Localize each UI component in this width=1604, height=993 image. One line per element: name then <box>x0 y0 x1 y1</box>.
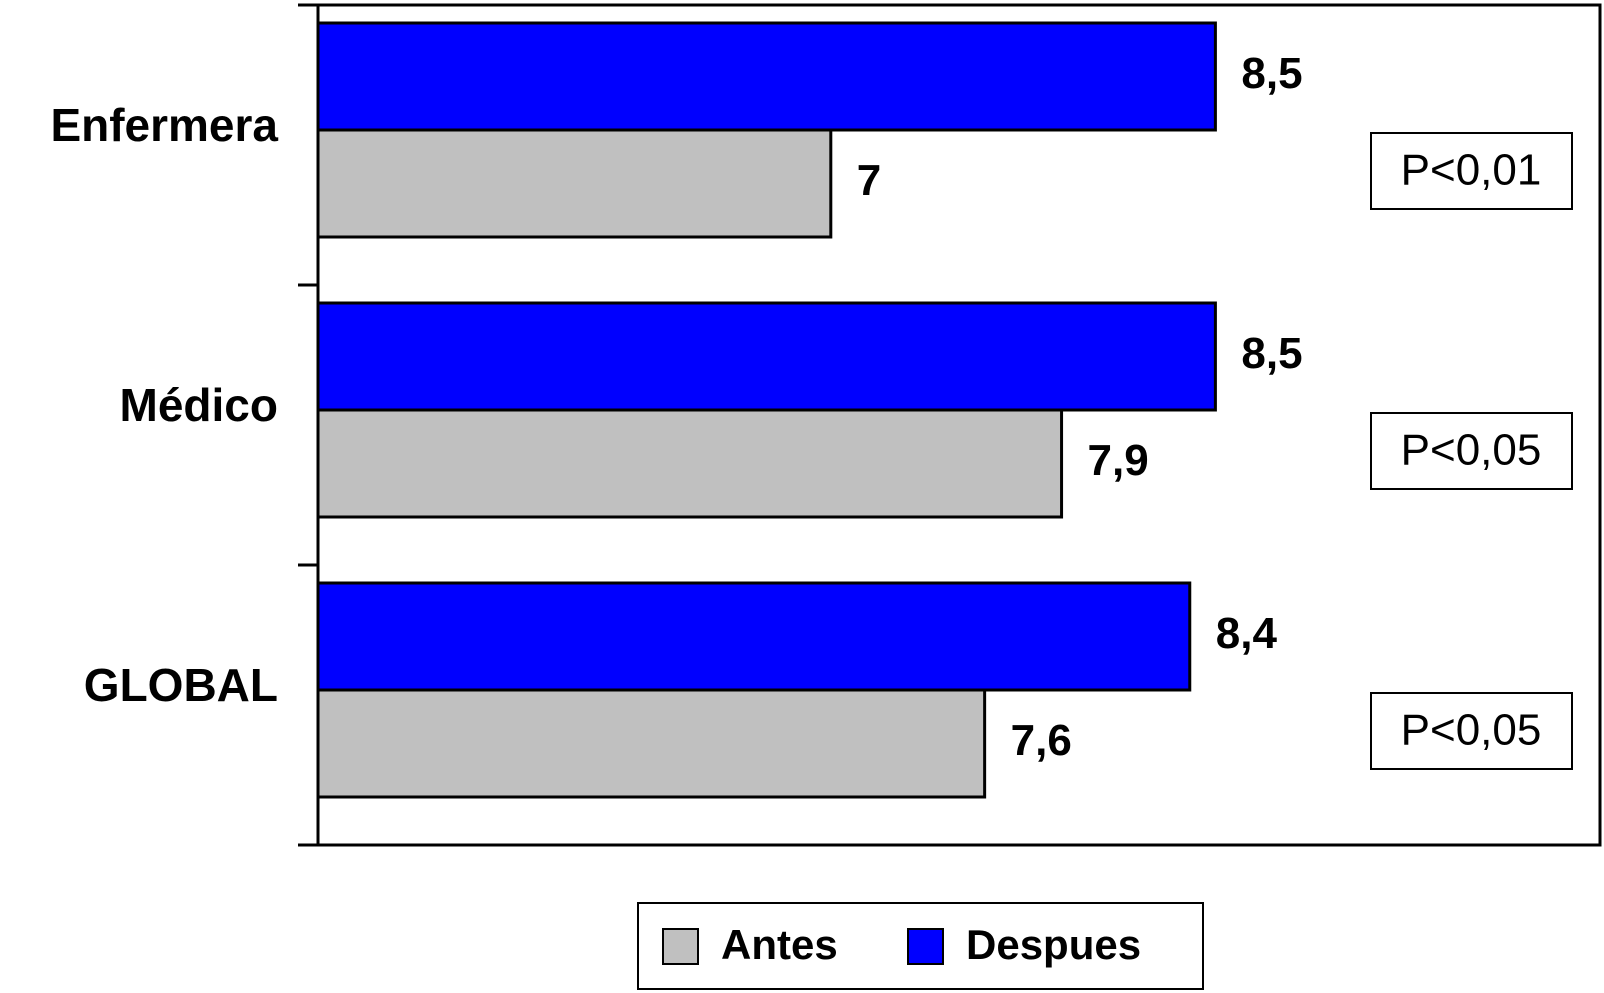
y-tick-label: Enfermera <box>50 99 278 151</box>
data-label: 8,5 <box>1241 49 1302 98</box>
annotation-box <box>1370 412 1573 490</box>
data-label: 7 <box>857 156 881 205</box>
legend-label: Despues <box>966 921 1141 968</box>
bar <box>316 128 833 239</box>
data-label: 7,6 <box>1011 716 1072 765</box>
data-label: 8,5 <box>1241 329 1302 378</box>
bar <box>316 408 1064 519</box>
annotation-box <box>1370 692 1573 770</box>
annotation-box <box>1370 132 1573 210</box>
annotation: P<0,05 <box>1401 426 1542 475</box>
bar <box>316 581 1192 692</box>
legend-swatch <box>662 928 699 965</box>
annotation: P<0,05 <box>1401 706 1542 755</box>
y-tick-label: GLOBAL <box>84 659 278 711</box>
data-label: 8,4 <box>1216 609 1278 658</box>
annotation: P<0,01 <box>1401 146 1542 195</box>
legend-label: Antes <box>721 921 838 968</box>
y-tick-label: Médico <box>120 379 278 431</box>
legend-swatch <box>907 928 944 965</box>
bar <box>316 688 987 799</box>
data-label: 7,9 <box>1088 436 1149 485</box>
bar <box>316 301 1217 412</box>
bar <box>316 21 1217 132</box>
